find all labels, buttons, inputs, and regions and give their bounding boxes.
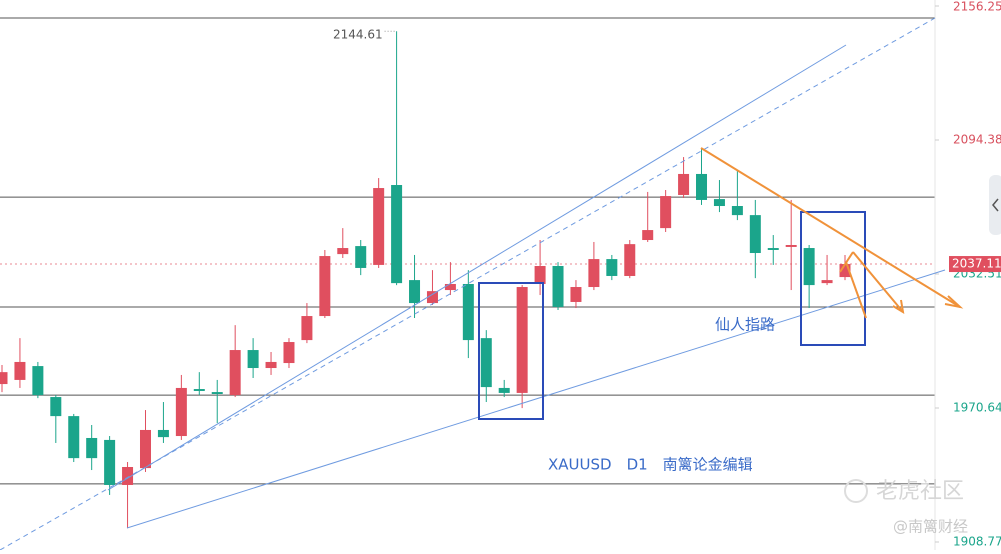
arrow (700, 147, 961, 308)
candle-body (696, 173, 708, 200)
trend-lower (126, 269, 946, 529)
candle-body (713, 199, 725, 207)
y-tick-label: 2094.38 (953, 133, 1001, 147)
candle-body (104, 439, 116, 485)
candle-body (32, 366, 44, 396)
highlight-box (478, 282, 544, 420)
candle-body (462, 283, 474, 341)
candle-body (498, 387, 510, 393)
plot-layer (0, 0, 936, 550)
arrow (845, 261, 867, 319)
candle-body (606, 259, 618, 276)
candle-body (373, 188, 385, 265)
candle-body (534, 266, 546, 284)
candle-body (193, 389, 205, 391)
candle-body (175, 387, 187, 437)
price-tag (949, 256, 1001, 273)
candle-body (68, 416, 80, 459)
candle-body (785, 245, 797, 247)
candle-body (642, 230, 654, 241)
arrow (852, 251, 904, 313)
side-toggle-icon (992, 198, 999, 212)
candle-body (552, 266, 564, 307)
y-tick-label: 1970.64 (953, 401, 1001, 415)
arrow (839, 251, 854, 273)
y-tick-label: 1908.77 (953, 535, 1001, 549)
candle-body (0, 372, 8, 385)
candle-body (624, 244, 636, 276)
y-tick-label: 2156.25 (953, 0, 1001, 14)
candle-body (516, 287, 528, 393)
candle-body (229, 350, 241, 396)
candle-body (301, 316, 313, 341)
pattern-label: 仙人指路 (715, 316, 775, 334)
candle-body (319, 256, 331, 317)
highlight-box (800, 211, 866, 346)
drawings (0, 17, 1001, 551)
candle-body (265, 361, 277, 369)
watermark: 老虎社区 (876, 479, 964, 504)
candle-body (821, 280, 833, 284)
candle-body (337, 248, 349, 255)
candle-body (86, 437, 98, 459)
candle-body (731, 206, 743, 216)
candle-body (678, 173, 690, 195)
candle-body (157, 429, 169, 438)
candle-body (839, 264, 851, 278)
watermark-logo (844, 479, 868, 503)
candle-body (122, 467, 134, 485)
candle-body (480, 338, 492, 388)
candle-body (391, 185, 403, 284)
candle-body (409, 280, 421, 304)
candle-body (283, 342, 295, 364)
candle-body (660, 196, 672, 229)
price-tag-label: 2037.11 (952, 257, 1001, 271)
candle-body (247, 350, 259, 369)
peak-label: 2144.61 (333, 28, 383, 42)
candle-body (588, 259, 600, 288)
candle-body (767, 248, 779, 250)
candle-body (14, 361, 26, 380)
candle-body (355, 246, 367, 268)
candle-body (803, 248, 815, 286)
candle-body (444, 283, 456, 291)
arrow-head (892, 299, 905, 314)
side-toggle[interactable] (989, 175, 1001, 235)
candle-body (50, 397, 62, 417)
trend-upper (107, 44, 847, 491)
source: @南篱财经 (893, 518, 968, 536)
candle-body (426, 291, 438, 304)
symbol-note: XAUUSD D1 南篱论金编辑 (548, 456, 753, 474)
candle-body (570, 287, 582, 302)
candle-body (211, 392, 223, 395)
candle-body (749, 215, 761, 254)
arrow-head (944, 295, 964, 309)
candle-body (139, 429, 151, 469)
